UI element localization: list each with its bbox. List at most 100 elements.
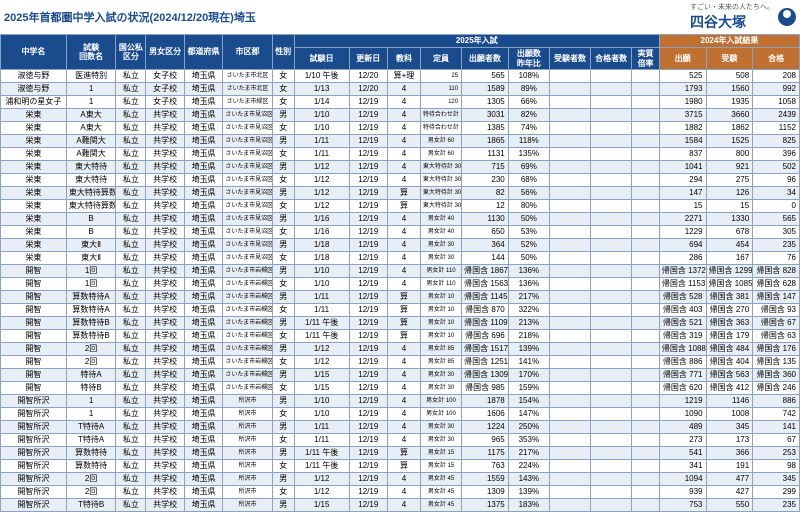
cell: 678 [706, 226, 753, 239]
cell [549, 408, 590, 421]
cell: 939 [659, 486, 706, 499]
cell [591, 447, 632, 460]
cell: 213% [508, 317, 549, 330]
cell: 算 [387, 200, 420, 213]
cell: 埼玉県 [184, 382, 222, 395]
cell: 私立 [116, 200, 146, 213]
cell: 共学校 [146, 343, 184, 356]
cell [549, 421, 590, 434]
cell: さいたま市北区 [223, 83, 272, 96]
cell: 女 [272, 252, 294, 265]
cell: 12/19 [349, 187, 387, 200]
cell: 12/19 [349, 109, 387, 122]
cell [632, 356, 660, 369]
cell [632, 343, 660, 356]
cell: 12/20 [349, 70, 387, 83]
col-header: 中学名 [1, 35, 67, 70]
cell: 147 [659, 187, 706, 200]
cell: 男 [272, 187, 294, 200]
cell: 所沢市 [223, 434, 272, 447]
cell: 女 [272, 460, 294, 473]
cell: さいたま市北区 [223, 70, 272, 83]
cell: 4 [387, 109, 420, 122]
cell: 開智 [1, 265, 67, 278]
cell: 帰国含 620 [659, 382, 706, 395]
cell: 170% [508, 369, 549, 382]
cell: 110 [420, 83, 461, 96]
cell: 帰国含 179 [706, 330, 753, 343]
cell: 56% [508, 187, 549, 200]
cell: さいたま市見沼区 [223, 200, 272, 213]
cell: 共学校 [146, 473, 184, 486]
cell: 143% [508, 473, 549, 486]
cell: 共学校 [146, 499, 184, 512]
cell: 427 [706, 486, 753, 499]
cell: 1/12 [294, 473, 349, 486]
cell: 共学校 [146, 109, 184, 122]
cell: 4 [387, 174, 420, 187]
cell [549, 317, 590, 330]
cell: 共学校 [146, 213, 184, 226]
col-header: 出願者数 [462, 48, 509, 70]
cell: 私立 [116, 278, 146, 291]
cell: 算 [387, 330, 420, 343]
cell: 1/10 [294, 278, 349, 291]
cell: さいたま市緑区 [223, 96, 272, 109]
cell: 1/12 [294, 356, 349, 369]
cell: 753 [659, 499, 706, 512]
cell: 2回 [66, 486, 115, 499]
cell [632, 278, 660, 291]
cell: 108% [508, 70, 549, 83]
cell: 1980 [659, 96, 706, 109]
cell: 帰国含 147 [753, 291, 800, 304]
cell: さいたま市見沼区 [223, 122, 272, 135]
cell: さいたま市岩槻区 [223, 278, 272, 291]
cell [591, 304, 632, 317]
cell: 女 [272, 122, 294, 135]
cell: 特待A [66, 369, 115, 382]
cell: 帰国含 67 [753, 317, 800, 330]
cell: 男 [272, 369, 294, 382]
cell: 715 [462, 161, 509, 174]
cell [632, 434, 660, 447]
cell: 埼玉県 [184, 265, 222, 278]
cell: 女 [272, 200, 294, 213]
cell: 女 [272, 96, 294, 109]
cell: 私立 [116, 161, 146, 174]
cell: 栄東 [1, 174, 67, 187]
cell [549, 239, 590, 252]
cell: 1305 [462, 96, 509, 109]
table-row: 開智特待A私立共学校埼玉県さいたま市岩槻区男1/1512/194男女計 30帰国… [1, 369, 800, 382]
cell: 454 [706, 239, 753, 252]
cell: 837 [659, 148, 706, 161]
cell: 12/19 [349, 395, 387, 408]
cell: 共学校 [146, 434, 184, 447]
cell: 12/19 [349, 486, 387, 499]
cell: 算数特待A [66, 304, 115, 317]
cell: 開智 [1, 382, 67, 395]
cell: 埼玉県 [184, 135, 222, 148]
cell: 1560 [706, 83, 753, 96]
cell: 算数特待 [66, 447, 115, 460]
table-row: 開智所沢T特待A私立共学校埼玉県所沢市男1/1112/194男女計 301224… [1, 421, 800, 434]
cell: 345 [753, 473, 800, 486]
cell: 算 [387, 304, 420, 317]
cell: 東大特待計 30 [420, 200, 461, 213]
cell: 帰国含 403 [659, 304, 706, 317]
table-row: 開智所沢T特待A私立共学校埼玉県所沢市女1/1112/194男女計 309653… [1, 434, 800, 447]
cell: 男女計 10 [420, 317, 461, 330]
cell: 1/16 [294, 213, 349, 226]
cell: 男女計 40 [420, 226, 461, 239]
cell: 男女計 10 [420, 330, 461, 343]
cell: 共学校 [146, 187, 184, 200]
cell: 4 [387, 382, 420, 395]
cell [591, 213, 632, 226]
cell: 東大Ⅱ [66, 252, 115, 265]
cell: 12/19 [349, 161, 387, 174]
cell: 開智所沢 [1, 486, 67, 499]
cell: 開智所沢 [1, 421, 67, 434]
cell: 帰国含 771 [659, 369, 706, 382]
cell: 男 [272, 109, 294, 122]
cell: 私立 [116, 460, 146, 473]
cell: 開智 [1, 343, 67, 356]
